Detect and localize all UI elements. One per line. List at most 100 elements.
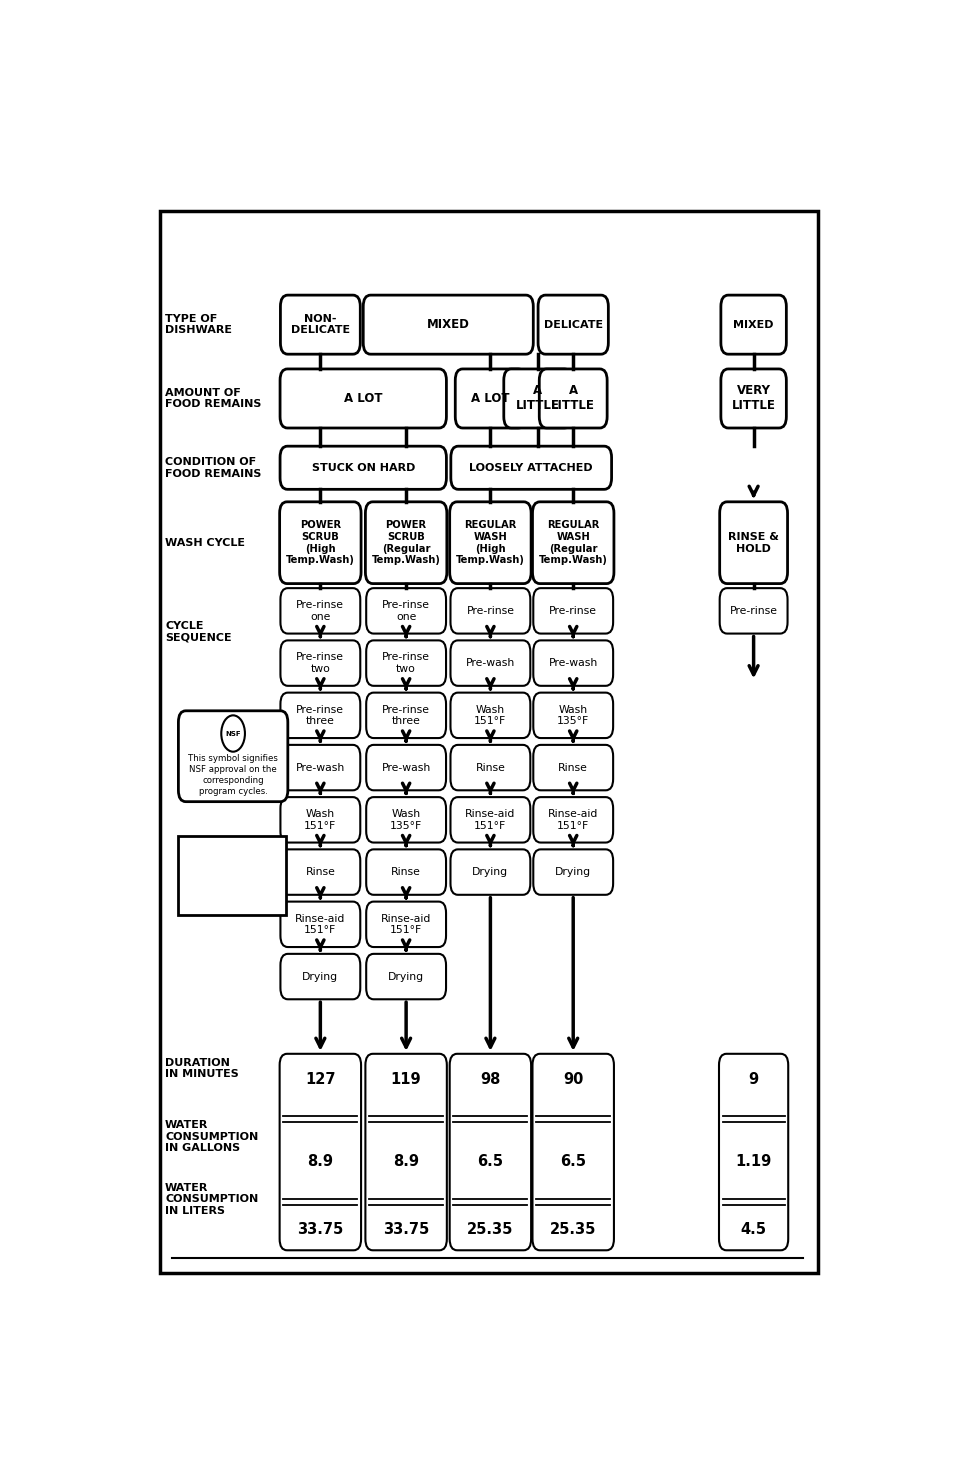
Text: POWER
SCRUB
(Regular
Temp.Wash): POWER SCRUB (Regular Temp.Wash) <box>372 521 440 565</box>
FancyBboxPatch shape <box>719 502 787 584</box>
FancyBboxPatch shape <box>533 589 613 634</box>
Text: MIXED: MIXED <box>733 320 773 329</box>
FancyBboxPatch shape <box>533 850 613 895</box>
FancyBboxPatch shape <box>449 1053 531 1251</box>
Text: 6.5: 6.5 <box>559 1155 585 1170</box>
FancyBboxPatch shape <box>533 640 613 686</box>
Text: Drying: Drying <box>472 867 508 878</box>
Text: 25.35: 25.35 <box>467 1223 513 1238</box>
Text: 8.9: 8.9 <box>393 1155 418 1170</box>
FancyBboxPatch shape <box>279 502 360 584</box>
Text: 1.19: 1.19 <box>735 1155 771 1170</box>
Text: A
LITTLE: A LITTLE <box>516 385 559 413</box>
Text: Wash
135°F: Wash 135°F <box>557 705 589 726</box>
FancyBboxPatch shape <box>532 1053 614 1251</box>
FancyBboxPatch shape <box>451 445 611 490</box>
FancyBboxPatch shape <box>537 295 608 354</box>
Text: DURATION
IN MINUTES: DURATION IN MINUTES <box>165 1058 238 1080</box>
Text: A LOT: A LOT <box>471 392 509 406</box>
Text: Pre-wash: Pre-wash <box>295 763 345 773</box>
FancyBboxPatch shape <box>366 954 446 999</box>
Text: 119: 119 <box>391 1072 421 1087</box>
FancyBboxPatch shape <box>450 850 530 895</box>
FancyBboxPatch shape <box>533 796 613 842</box>
Text: 98: 98 <box>479 1072 500 1087</box>
Text: 25.35: 25.35 <box>550 1223 596 1238</box>
FancyBboxPatch shape <box>720 295 785 354</box>
Text: Drying: Drying <box>555 867 591 878</box>
Text: 33.75: 33.75 <box>297 1223 343 1238</box>
Text: Rinse: Rinse <box>558 763 588 773</box>
Text: Rinse-aid
151°F: Rinse-aid 151°F <box>547 808 598 830</box>
Text: 6.5: 6.5 <box>476 1155 503 1170</box>
FancyBboxPatch shape <box>178 711 288 802</box>
Text: Wash
151°F: Wash 151°F <box>304 808 336 830</box>
Text: Rinse-aid
151°F: Rinse-aid 151°F <box>465 808 515 830</box>
Text: Drying: Drying <box>302 972 338 981</box>
Text: Rinse-aid
151°F: Rinse-aid 151°F <box>294 913 345 935</box>
Text: Wash
135°F: Wash 135°F <box>390 808 422 830</box>
Text: DELICATE: DELICATE <box>543 320 602 329</box>
FancyBboxPatch shape <box>280 850 360 895</box>
FancyBboxPatch shape <box>450 693 530 738</box>
FancyBboxPatch shape <box>280 369 446 428</box>
Bar <box>160 211 817 1273</box>
FancyBboxPatch shape <box>363 295 533 354</box>
FancyBboxPatch shape <box>366 850 446 895</box>
FancyBboxPatch shape <box>366 589 446 634</box>
Text: 8.9: 8.9 <box>307 1155 333 1170</box>
Text: This symbol signifies
NSF approval on the
corresponding
program cycles.: This symbol signifies NSF approval on th… <box>188 754 277 797</box>
FancyBboxPatch shape <box>280 295 360 354</box>
FancyBboxPatch shape <box>503 369 571 428</box>
Text: Rinse-aid
151°F: Rinse-aid 151°F <box>380 913 431 935</box>
Text: Pre-wash: Pre-wash <box>381 763 431 773</box>
FancyBboxPatch shape <box>279 1053 360 1251</box>
Text: Pre-rinse
one: Pre-rinse one <box>382 600 430 621</box>
FancyBboxPatch shape <box>280 901 360 947</box>
Text: A
LITTLE: A LITTLE <box>551 385 595 413</box>
Text: Rinse: Rinse <box>475 763 505 773</box>
Text: A LOT: A LOT <box>344 392 382 406</box>
FancyBboxPatch shape <box>366 640 446 686</box>
Text: Pre-rinse
two: Pre-rinse two <box>382 652 430 674</box>
FancyBboxPatch shape <box>366 693 446 738</box>
Text: REGULAR
WASH
(High
Temp.Wash): REGULAR WASH (High Temp.Wash) <box>456 521 524 565</box>
Text: CONDITION OF
FOOD REMAINS: CONDITION OF FOOD REMAINS <box>165 457 261 478</box>
FancyBboxPatch shape <box>450 589 530 634</box>
Text: MIXED: MIXED <box>426 319 469 332</box>
Text: Pre-rinse: Pre-rinse <box>729 606 777 617</box>
FancyBboxPatch shape <box>455 369 525 428</box>
FancyBboxPatch shape <box>532 502 614 584</box>
Text: TYPE OF
DISHWARE: TYPE OF DISHWARE <box>165 314 232 335</box>
Text: Pre-rinse
one: Pre-rinse one <box>296 600 344 621</box>
Text: Pre-rinse
three: Pre-rinse three <box>382 705 430 726</box>
FancyBboxPatch shape <box>720 369 785 428</box>
Text: WATER
CONSUMPTION
IN GALLONS: WATER CONSUMPTION IN GALLONS <box>165 1120 258 1153</box>
FancyBboxPatch shape <box>280 796 360 842</box>
FancyBboxPatch shape <box>533 745 613 791</box>
Text: WATER
CONSUMPTION
IN LITERS: WATER CONSUMPTION IN LITERS <box>165 1183 258 1215</box>
FancyBboxPatch shape <box>450 796 530 842</box>
Text: POWER
SCRUB
(High
Temp.Wash): POWER SCRUB (High Temp.Wash) <box>286 521 355 565</box>
FancyBboxPatch shape <box>719 1053 787 1251</box>
Text: NSF: NSF <box>225 730 241 736</box>
Text: VERY
LITTLE: VERY LITTLE <box>731 385 775 413</box>
FancyBboxPatch shape <box>450 745 530 791</box>
Text: Pre-rinse: Pre-rinse <box>466 606 514 617</box>
Text: Pre-wash: Pre-wash <box>465 658 515 668</box>
Text: Drying: Drying <box>388 972 424 981</box>
Text: Wash
151°F: Wash 151°F <box>474 705 506 726</box>
FancyBboxPatch shape <box>280 445 446 490</box>
Text: RINSE &
HOLD: RINSE & HOLD <box>727 532 779 553</box>
FancyBboxPatch shape <box>280 745 360 791</box>
Text: Rinse: Rinse <box>391 867 420 878</box>
Text: STUCK ON HARD: STUCK ON HARD <box>312 463 415 473</box>
Text: Pre-rinse: Pre-rinse <box>549 606 597 617</box>
FancyBboxPatch shape <box>533 693 613 738</box>
FancyBboxPatch shape <box>365 1053 446 1251</box>
FancyBboxPatch shape <box>366 796 446 842</box>
Text: CYCLE
SEQUENCE: CYCLE SEQUENCE <box>165 621 232 642</box>
FancyBboxPatch shape <box>450 640 530 686</box>
Text: Pre-wash: Pre-wash <box>548 658 598 668</box>
Text: 127: 127 <box>305 1072 335 1087</box>
